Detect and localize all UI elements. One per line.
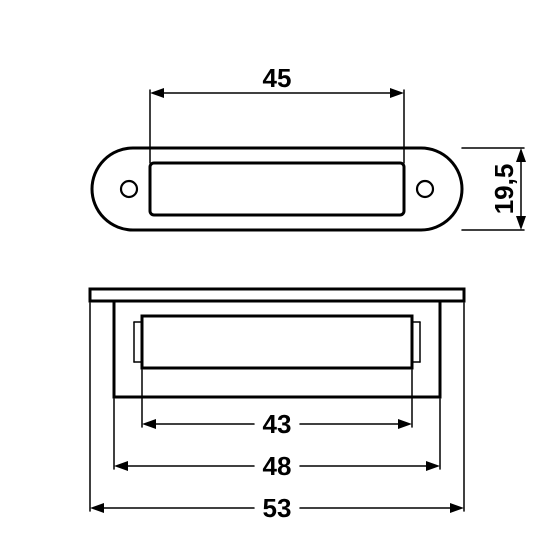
dim-45: 45 (164, 63, 390, 93)
side-view-top-plate (90, 289, 464, 301)
top-view-outer (92, 148, 462, 230)
dim-43-label: 43 (263, 409, 292, 439)
side-view-bar (142, 316, 412, 368)
top-view-inner-rect (150, 163, 404, 215)
dim-53: 53 (104, 493, 450, 523)
dim-19-5-label: 19,5 (489, 164, 519, 215)
dim-53-label: 53 (263, 493, 292, 523)
dim-45-label: 45 (263, 63, 292, 93)
dim-19-5: 19,5 (489, 162, 521, 216)
mounting-hole-2 (417, 181, 433, 197)
dim-43: 43 (156, 409, 398, 439)
mounting-hole-1 (121, 181, 137, 197)
dim-48-label: 48 (263, 451, 292, 481)
dim-48: 48 (128, 451, 426, 481)
